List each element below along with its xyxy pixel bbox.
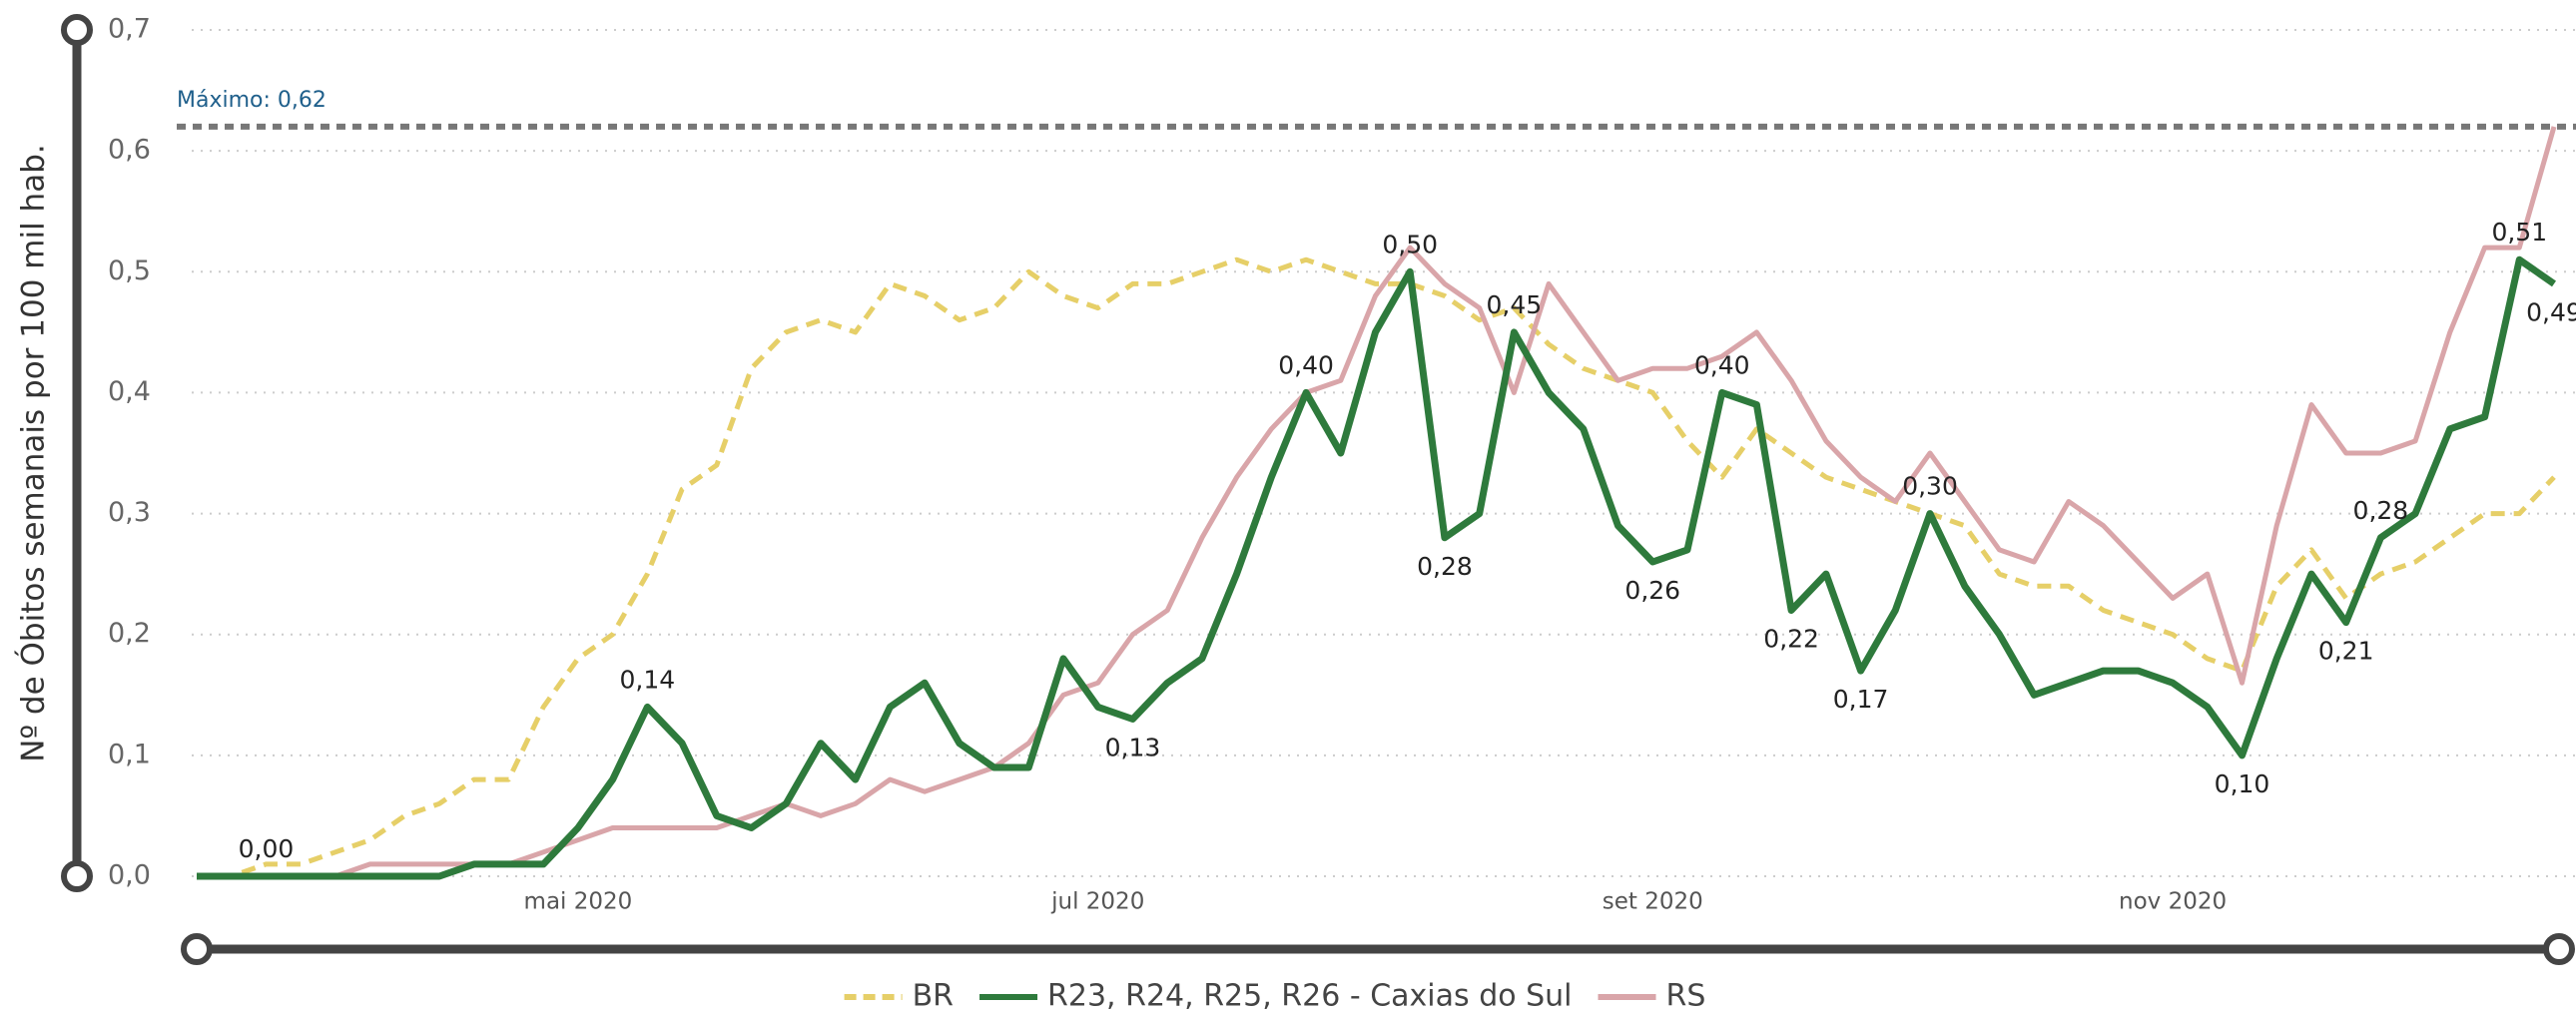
data-label: 0,13 [1105, 734, 1161, 762]
x-tick-label: jul 2020 [1050, 889, 1144, 915]
y-tick-label: 0,2 [108, 618, 151, 649]
data-label: 0,22 [1763, 624, 1819, 653]
y-tick-label: 0,0 [108, 860, 151, 891]
data-label: 0,14 [620, 665, 676, 694]
series-line [197, 255, 2557, 880]
x-slider-handle[interactable] [2543, 933, 2575, 965]
x-tick-label: nov 2020 [2119, 889, 2227, 915]
data-label: 0,10 [2215, 769, 2270, 798]
y-tick-label: 0,3 [108, 497, 151, 528]
data-label: 0,50 [1382, 230, 1438, 258]
legend-label: R23, R24, R25, R26 - Caxias do Sul [1047, 979, 1572, 1014]
legend-label: RS [1666, 979, 1706, 1014]
y-slider-handle[interactable] [61, 14, 93, 46]
data-label: 0,49 [2526, 297, 2576, 326]
data-label: 0,40 [1694, 350, 1750, 379]
reference-label: Máximo: 0,62 [177, 88, 326, 113]
y-tick-label: 0,4 [108, 376, 151, 407]
legend-label: BR [913, 979, 954, 1014]
x-slider-handle[interactable] [181, 933, 213, 965]
x-tick-label: set 2020 [1603, 889, 1703, 915]
y-tick-label: 0,7 [108, 14, 151, 45]
data-label: 0,40 [1278, 350, 1334, 379]
data-label: 0,45 [1487, 290, 1543, 319]
data-label: 0,21 [2318, 637, 2374, 666]
data-label: 0,51 [2491, 218, 2547, 247]
y-tick-label: 0,1 [108, 739, 151, 769]
data-label: 0,17 [1833, 685, 1889, 714]
y-tick-label: 0,6 [108, 135, 151, 166]
data-label: 0,28 [1417, 552, 1473, 581]
series-line [197, 126, 2557, 879]
x-tick-label: mai 2020 [524, 889, 633, 915]
y-slider-handle[interactable] [61, 860, 93, 892]
series-line [197, 256, 2556, 879]
data-label: 0,28 [2353, 496, 2409, 525]
data-label: 0,30 [1902, 472, 1958, 501]
data-label: 0,00 [239, 834, 295, 863]
data-label: 0,26 [1624, 576, 1680, 605]
y-axis-title: Nº de Óbitos semanais por 100 mil hab. [15, 144, 52, 761]
y-tick-label: 0,5 [108, 255, 151, 286]
